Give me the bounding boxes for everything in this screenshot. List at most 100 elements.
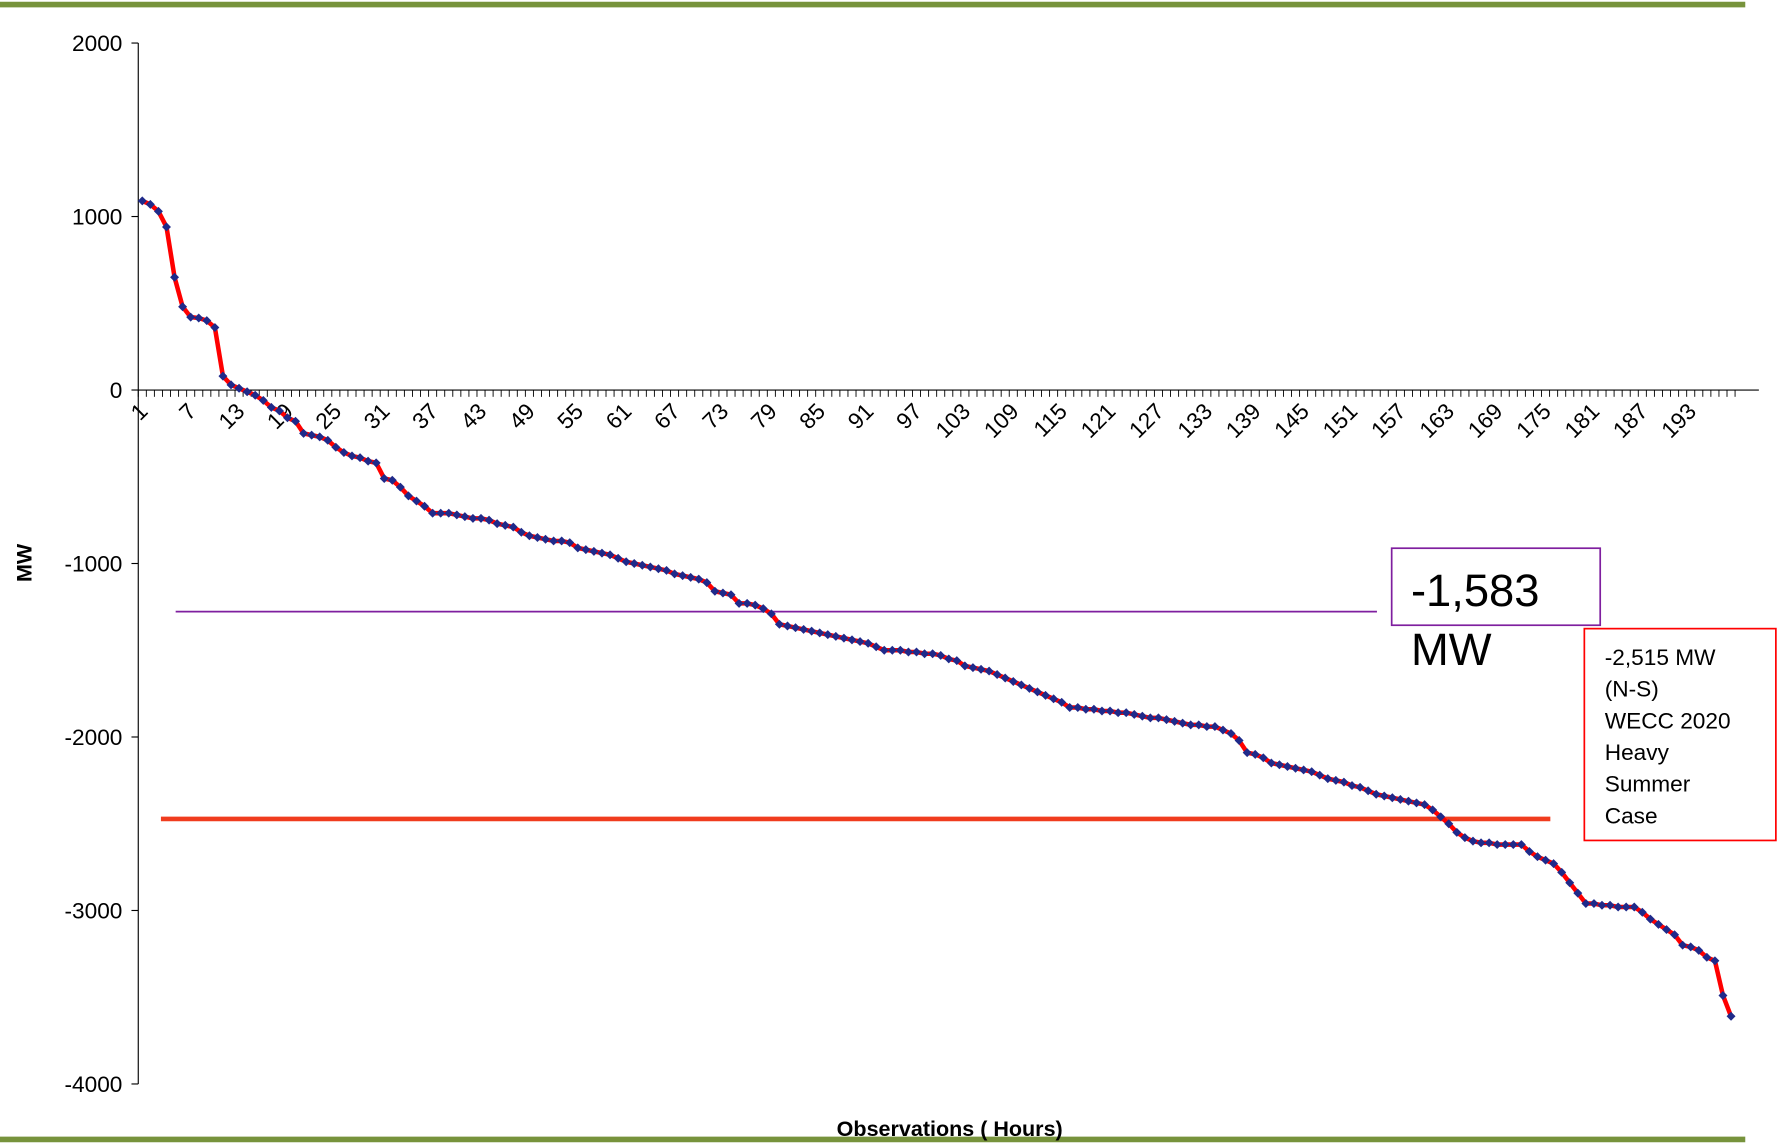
data-point: [153, 206, 163, 216]
data-point: [387, 475, 397, 485]
data-point: [1629, 902, 1639, 912]
data-point: [1041, 690, 1051, 700]
x-tick-label: 43: [455, 398, 491, 434]
data-point: [541, 534, 551, 544]
data-point: [629, 559, 639, 568]
data-point: [1210, 722, 1220, 732]
data-point: [1226, 729, 1236, 739]
data-point: [791, 623, 801, 633]
annotation-text: Case: [1605, 802, 1658, 828]
y-axis-title: MW: [13, 543, 37, 582]
data-point: [686, 572, 696, 582]
data-point: [1274, 760, 1284, 770]
data-point: [1573, 888, 1583, 898]
data-point: [1089, 704, 1099, 714]
data-point: [734, 598, 744, 608]
data-point: [145, 199, 155, 209]
data-point: [1008, 676, 1018, 686]
x-tick-label: 193: [1656, 398, 1701, 443]
data-point: [823, 630, 833, 640]
data-point: [444, 508, 454, 518]
data-point: [1420, 800, 1430, 810]
data-point: [1718, 991, 1728, 1000]
data-point: [1032, 687, 1042, 697]
data-point: [1565, 878, 1575, 888]
data-point: [1710, 956, 1720, 966]
data-point: [1299, 765, 1309, 775]
x-tick-label: 73: [697, 398, 733, 434]
data-point: [549, 536, 559, 546]
data-point: [1452, 827, 1462, 837]
data-point: [371, 458, 381, 468]
annotation-box: [1583, 627, 1777, 842]
data-point: [1097, 706, 1107, 716]
x-tick-label: 7: [174, 398, 201, 425]
x-tick-label: 145: [1269, 398, 1314, 443]
data-point: [1613, 902, 1623, 912]
data-point: [1557, 867, 1567, 877]
data-point: [1662, 925, 1671, 935]
data-point: [331, 442, 341, 452]
data-point: [1355, 782, 1365, 792]
annotation-text: Heavy: [1605, 739, 1670, 765]
data-point: [1170, 716, 1180, 726]
data-point: [750, 600, 760, 610]
data-point: [670, 569, 680, 579]
x-tick-label: 49: [504, 398, 540, 434]
data-point: [428, 508, 438, 518]
annotation-text: WECC 2020: [1605, 707, 1731, 733]
data-point: [1129, 709, 1139, 719]
annotation-text: -1,583: [1411, 565, 1539, 616]
data-point: [1379, 791, 1389, 801]
data-point: [1178, 718, 1188, 728]
data-point: [1347, 781, 1357, 791]
data-point: [1065, 703, 1075, 712]
data-point: [1524, 847, 1534, 856]
data-point: [1541, 855, 1551, 865]
data-point: [645, 562, 655, 572]
data-point: [1121, 708, 1131, 718]
data-point: [379, 474, 389, 483]
annotation-text: (N-S): [1605, 676, 1659, 702]
x-tick-label: 1: [125, 398, 152, 425]
x-tick-label: 139: [1220, 398, 1265, 443]
data-point: [1234, 735, 1244, 745]
data-point: [532, 533, 542, 542]
data-point: [1508, 840, 1518, 850]
data-point: [508, 522, 518, 532]
data-point: [363, 456, 373, 466]
data-point: [137, 196, 147, 206]
data-point: [468, 513, 478, 523]
data-point: [653, 564, 663, 574]
data-point: [1532, 852, 1542, 862]
x-tick-label: 55: [552, 398, 588, 434]
data-point: [702, 578, 712, 588]
data-point: [516, 527, 526, 537]
data-point: [282, 413, 292, 423]
data-point: [920, 649, 930, 659]
data-point: [339, 447, 349, 457]
data-point: [895, 645, 905, 655]
data-point: [581, 545, 591, 555]
x-tick-label: 13: [213, 398, 249, 434]
y-tick-label: 0: [110, 377, 123, 403]
data-point: [1307, 767, 1317, 777]
data-point: [202, 316, 212, 326]
data-point: [1194, 720, 1204, 730]
x-tick-label: 79: [745, 398, 781, 434]
data-point: [524, 531, 534, 541]
data-point: [718, 588, 728, 598]
data-point: [1258, 753, 1268, 763]
data-point: [1605, 900, 1615, 910]
x-tick-label: 103: [930, 398, 975, 443]
annotation-box: [1390, 547, 1602, 627]
data-point: [1476, 838, 1486, 848]
x-tick-label: 97: [891, 398, 927, 434]
data-point: [1581, 899, 1591, 909]
data-point: [1315, 770, 1325, 780]
data-point: [1726, 1011, 1736, 1021]
data-point: [1395, 794, 1405, 804]
data-point: [637, 560, 647, 570]
